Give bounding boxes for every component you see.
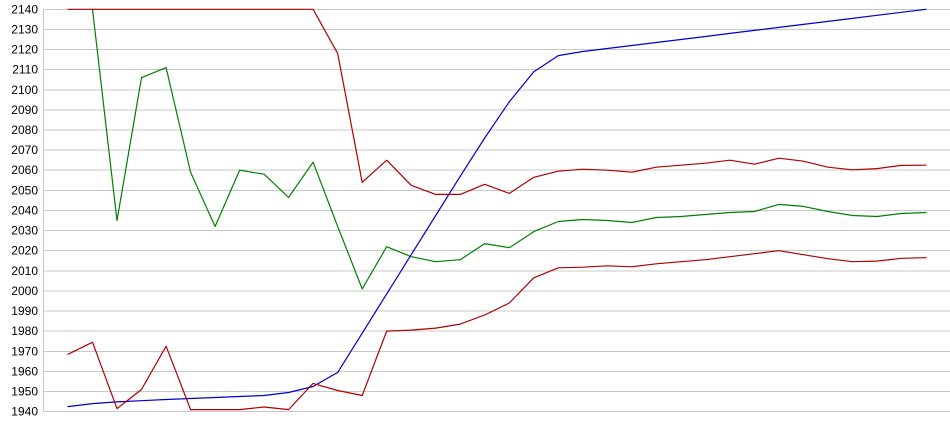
y-tick-label: 2070 [11,143,38,157]
y-tick-label: 2020 [11,244,38,258]
y-tick-label: 2060 [11,163,38,177]
y-tick-label: 1970 [11,344,38,358]
y-tick-label: 1940 [11,405,38,419]
y-tick-label: 2140 [11,2,38,16]
y-tick-label: 2110 [12,63,38,77]
y-tick-label: 1990 [11,304,38,318]
green-series-line [91,8,927,290]
y-tick-label: 2050 [11,183,38,197]
blue-series-line [67,8,927,408]
y-tick-label: 1980 [11,324,38,338]
y-tick-label: 2010 [11,264,38,278]
y-tick-label: 2130 [11,22,38,36]
y-tick-label: 2100 [11,83,38,97]
y-tick-label: 1960 [11,364,38,378]
y-tick-label: 2120 [11,43,38,57]
y-tick-label: 2000 [11,284,38,298]
y-tick-label: 2040 [11,203,38,217]
y-tick-label: 2030 [11,224,38,238]
red-lower-series-line [67,250,927,411]
y-tick-label: 2080 [11,123,38,137]
red-upper-series-line [67,8,927,195]
y-tick-label: 1950 [11,384,38,398]
y-tick-label: 2090 [11,103,38,117]
